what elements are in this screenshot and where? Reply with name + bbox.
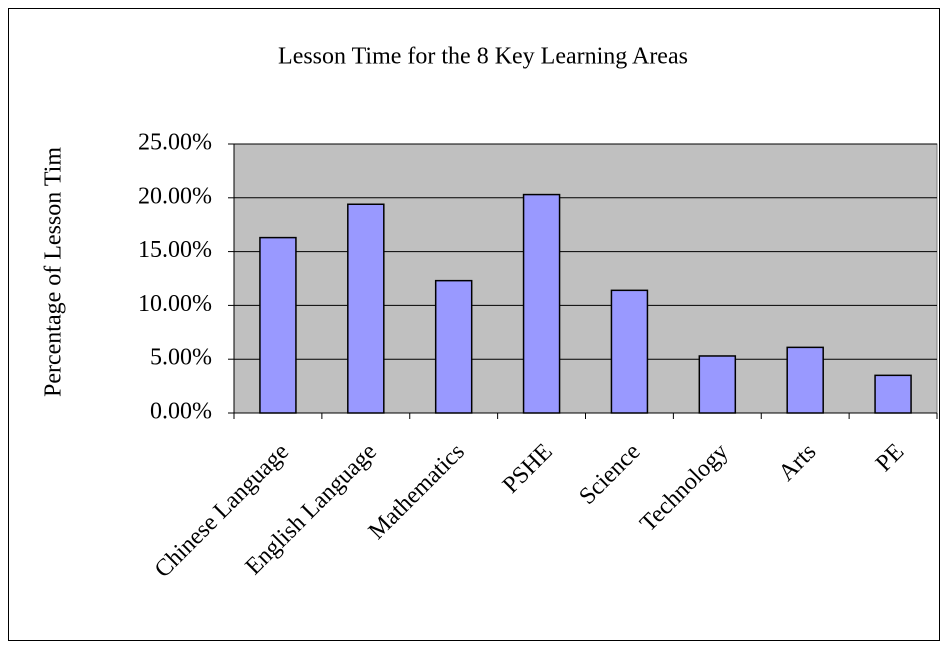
bar [347,203,385,414]
bar [698,355,737,414]
y-tick-label: 0.00% [150,399,212,425]
y-tick-label: 10.00% [138,291,212,317]
y-tick-label: 15.00% [138,237,212,263]
bar [874,374,912,414]
bar [786,346,824,414]
y-tick-label: 25.00% [138,130,212,156]
chart-title: Lesson Time for the 8 Key Learning Areas [278,44,688,70]
bar [610,289,649,414]
bar [522,193,561,414]
y-axis-label: Percentage of Lesson Tim [41,147,67,397]
bar [259,236,297,414]
y-tick-label: 5.00% [150,345,212,371]
plot-area [233,143,938,414]
y-tick-label: 20.00% [138,183,212,209]
bar [434,279,473,414]
